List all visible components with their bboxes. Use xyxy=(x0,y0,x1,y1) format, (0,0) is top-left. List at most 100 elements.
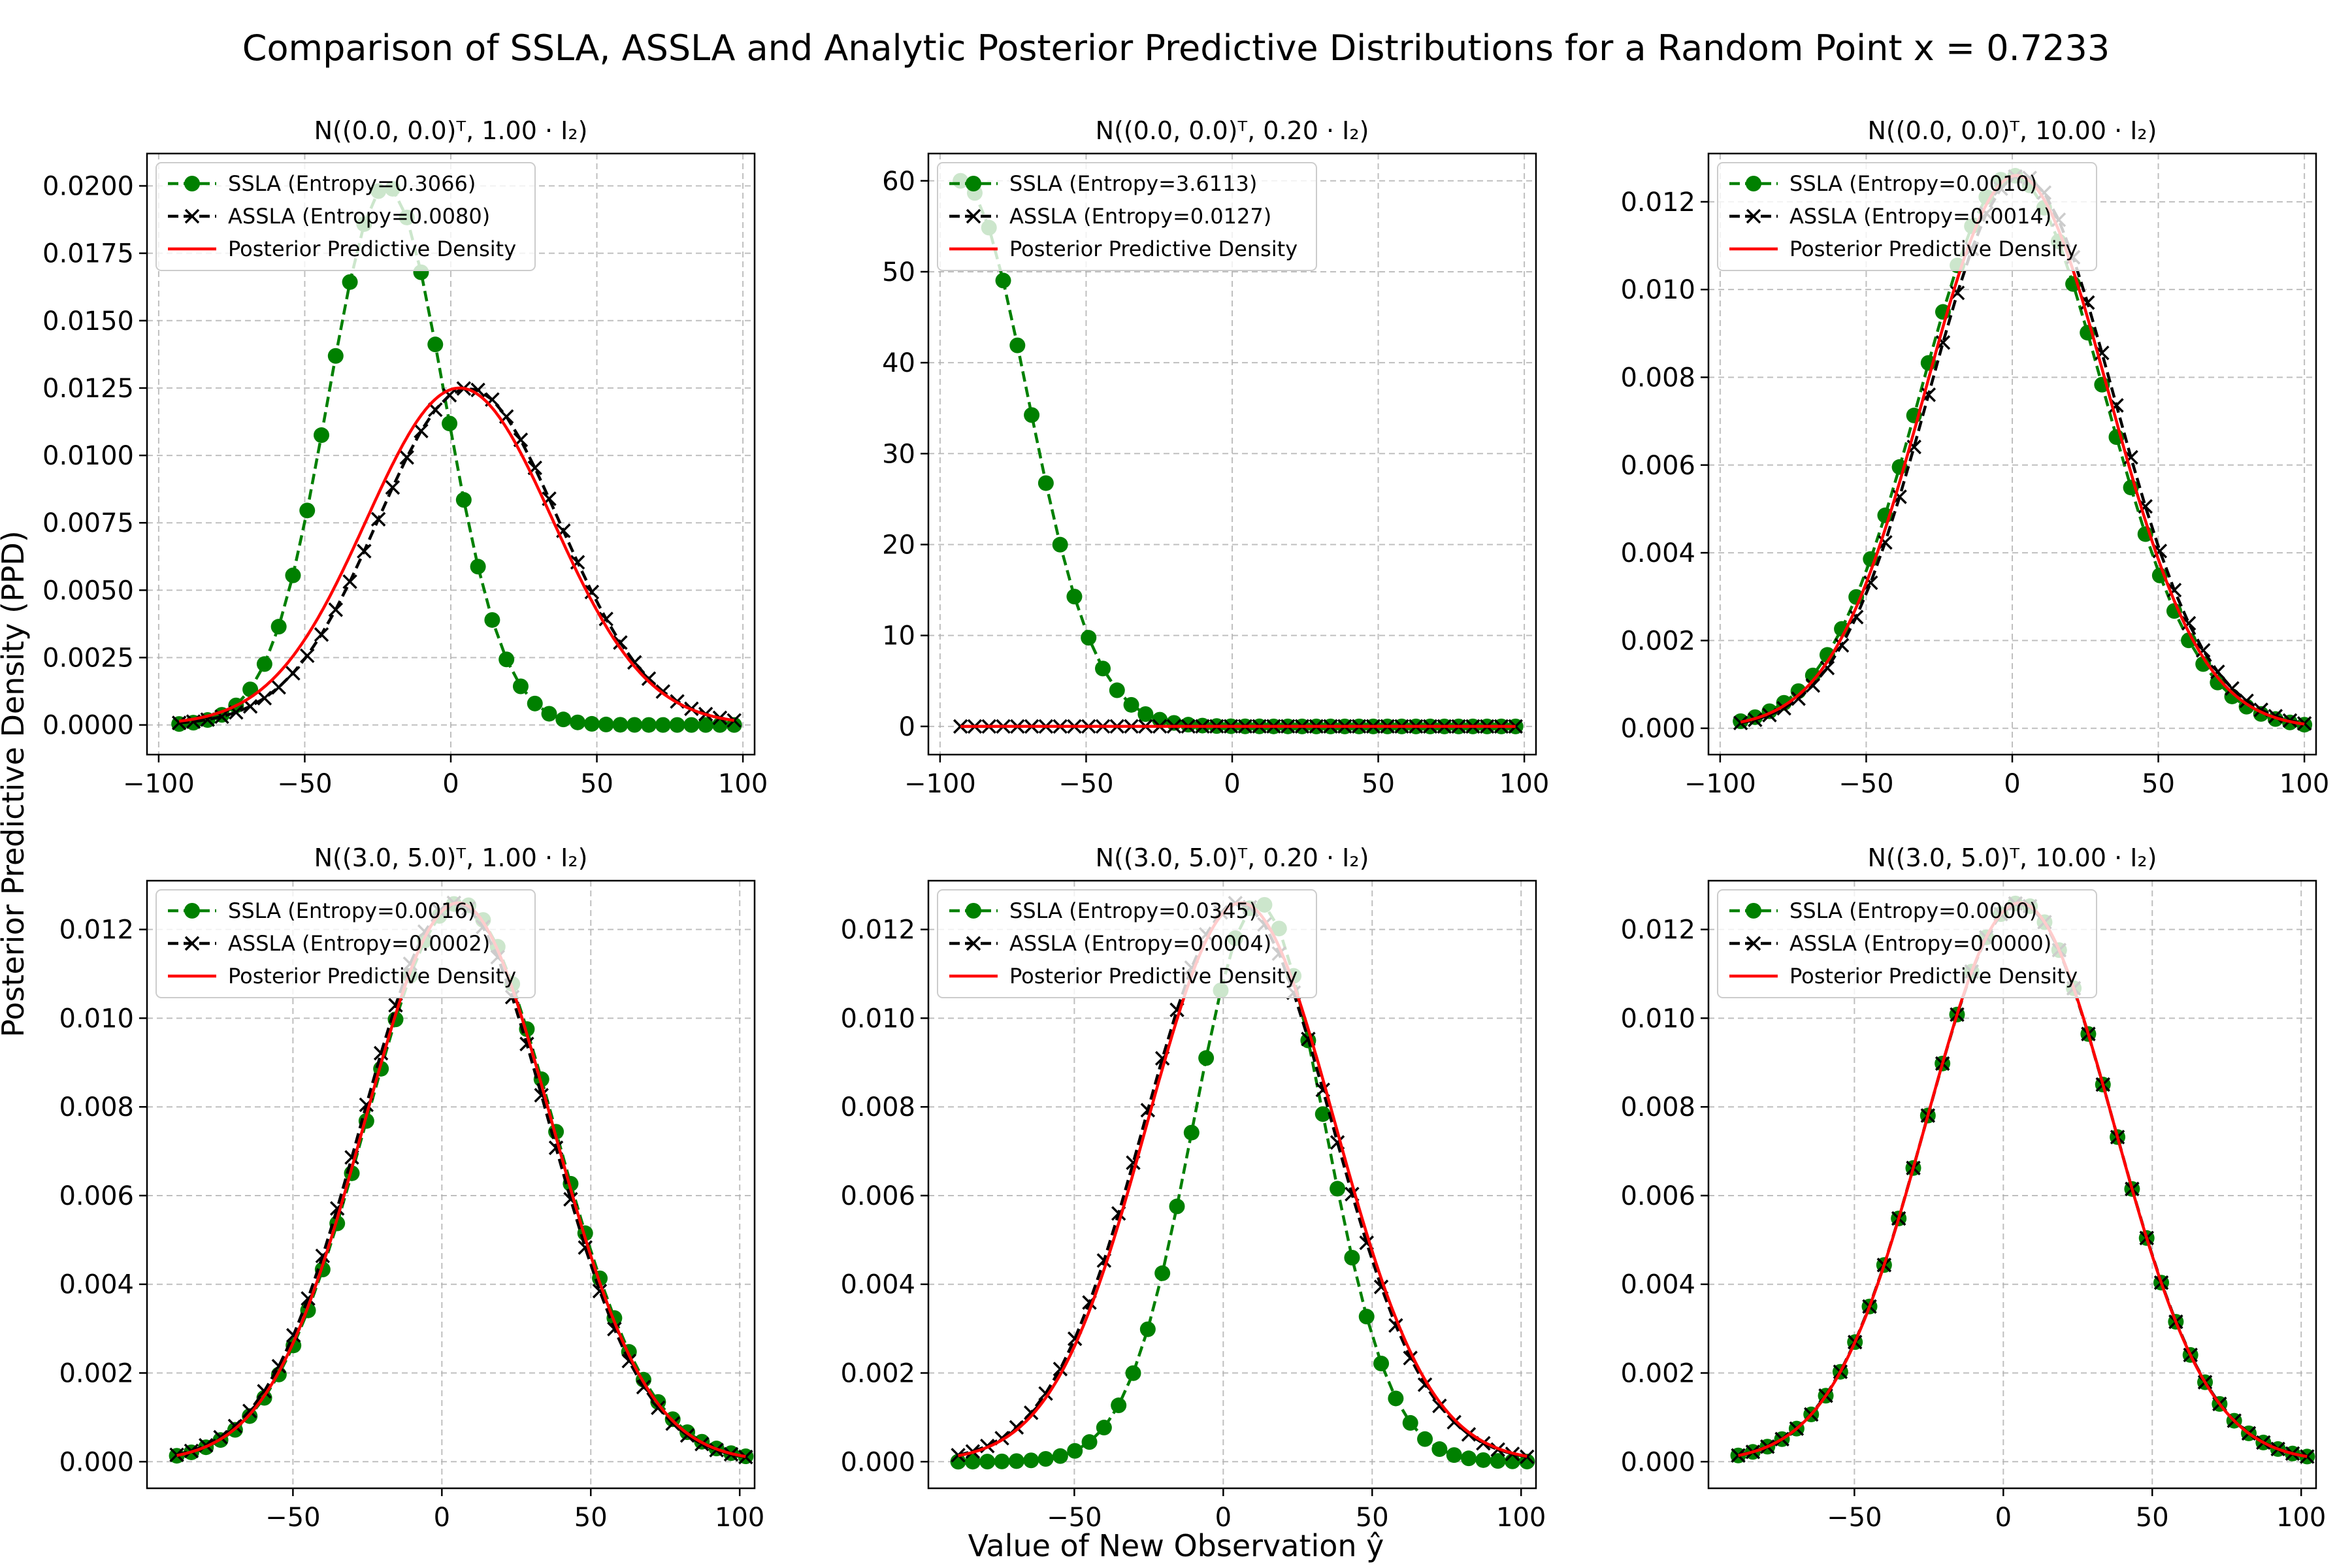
x-tick-label: −50 xyxy=(1047,1503,1102,1533)
ssla-point xyxy=(314,427,330,444)
assla-point xyxy=(598,612,613,627)
legend-marker-ssla xyxy=(1746,176,1761,191)
ssla-point xyxy=(1024,407,1040,423)
assla-point xyxy=(1848,610,1864,625)
y-tick-label: 30 xyxy=(882,439,915,469)
assla-point xyxy=(342,574,357,589)
ssla-point xyxy=(1023,1452,1039,1469)
y-tick-label: 0.006 xyxy=(59,1181,134,1211)
ssla-point xyxy=(484,612,500,628)
assla-point xyxy=(641,671,657,687)
x-tick-label: 0 xyxy=(2004,769,2020,799)
ssla-point xyxy=(455,492,472,508)
legend-marker-ssla xyxy=(966,903,981,919)
assla-point xyxy=(1520,1449,1535,1465)
legend-marker-assla xyxy=(966,936,981,951)
legend: SSLA (Entropy=0.0010) ASSLA (Entropy=0.00… xyxy=(1717,162,2097,271)
ssla-point xyxy=(627,717,643,733)
assla-point xyxy=(385,480,400,495)
y-tick-label: 0.0025 xyxy=(42,643,134,673)
legend: SSLA (Entropy=0.0016) ASSLA (Entropy=0.00… xyxy=(155,889,536,998)
ssla-point xyxy=(655,717,671,733)
ssla-point xyxy=(1475,1452,1492,1468)
y-tick-label: 0.010 xyxy=(1620,1004,1695,1034)
assla-point xyxy=(1805,678,1821,693)
subplot-title: N((0.0, 0.0)ᵀ, 1.00 · I₂) xyxy=(314,116,588,145)
legend-marker-ssla xyxy=(184,176,200,191)
y-tick-label: 0.000 xyxy=(1620,1447,1695,1477)
ssla-point xyxy=(1519,1454,1535,1470)
y-tick-label: 0.012 xyxy=(1620,915,1695,945)
assla-point xyxy=(1863,575,1878,591)
x-tick-label: −50 xyxy=(1827,1503,1882,1533)
ssla-point xyxy=(1358,1309,1375,1325)
ssla-point xyxy=(612,717,629,733)
assla-point xyxy=(1432,1398,1447,1414)
y-tick-label: 0.008 xyxy=(1620,363,1695,393)
y-tick-label: 0.002 xyxy=(840,1359,915,1389)
y-tick-label: 0.008 xyxy=(840,1092,915,1122)
assla-point xyxy=(242,698,258,714)
legend-marker-ssla xyxy=(1746,903,1761,919)
ssla-point xyxy=(598,716,614,732)
subplot-title: N((3.0, 5.0)ᵀ, 1.00 · I₂) xyxy=(314,843,588,872)
ssla-point xyxy=(994,1453,1010,1469)
ssla-point xyxy=(669,717,685,733)
subplot-title: N((3.0, 5.0)ᵀ, 0.20 · I₂) xyxy=(1096,843,1369,872)
x-tick-label: 0 xyxy=(1224,769,1240,799)
assla-point xyxy=(242,1403,257,1418)
subplot-title: N((3.0, 5.0)ᵀ, 10.00 · I₂) xyxy=(1868,843,2157,872)
y-tick-label: 0.0125 xyxy=(42,374,134,404)
assla-point xyxy=(399,449,414,465)
x-tick-label: −50 xyxy=(1838,769,1893,799)
y-tick-label: 0.012 xyxy=(1620,188,1695,218)
ssla-point xyxy=(1139,1321,1156,1337)
x-tick-label: 0 xyxy=(1995,1503,2012,1533)
assla-point xyxy=(470,382,485,398)
ppd-curve xyxy=(178,386,735,723)
legend-label: ASSLA (Entropy=0.0000) xyxy=(1789,931,2051,956)
ssla-point xyxy=(1009,337,1026,353)
assla-point xyxy=(1731,1448,1746,1463)
assla-point xyxy=(1820,661,1835,676)
ssla-point xyxy=(1330,1181,1346,1197)
ssla-point xyxy=(256,656,272,672)
y-tick-label: 50 xyxy=(882,257,915,287)
ssla-point xyxy=(1315,1106,1331,1122)
axes-frame xyxy=(146,152,756,756)
y-tick-label: 0.002 xyxy=(1620,626,1695,656)
y-axis-label: Posterior Predictive Density (PPD) xyxy=(0,531,31,1037)
y-tick-label: 0 xyxy=(899,712,915,742)
assla-point xyxy=(953,719,968,734)
ssla-point xyxy=(527,695,543,711)
assla-point xyxy=(627,655,642,670)
ssla-point xyxy=(641,717,657,733)
legend: SSLA (Entropy=0.0000) ASSLA (Entropy=0.00… xyxy=(1717,889,2097,998)
subplot-5: N((3.0, 5.0)ᵀ, 0.20 · I₂) −50 0 50 100 0.000 0… xyxy=(840,843,1546,1533)
ssla-point xyxy=(1109,682,1125,698)
ssla-point xyxy=(1081,630,1097,646)
ssla-point xyxy=(270,619,287,635)
x-tick-label: 100 xyxy=(1499,769,1549,799)
y-tick-label: 0.002 xyxy=(1620,1359,1695,1389)
y-tick-label: 0.008 xyxy=(59,1092,134,1122)
plot-area xyxy=(953,172,1524,734)
ssla-point xyxy=(498,651,515,668)
legend-label: ASSLA (Entropy=0.0002) xyxy=(228,931,490,956)
x-tick-label: −50 xyxy=(265,1503,320,1533)
subplot-2: N((0.0, 0.0)ᵀ, 0.20 · I₂) −100 −50 0 50 100 0 1… xyxy=(882,116,1549,799)
axes-frame xyxy=(146,879,756,1490)
assla-point xyxy=(299,648,315,663)
legend-marker-ssla xyxy=(184,903,200,919)
assla-point xyxy=(271,679,286,695)
ssla-point xyxy=(979,1454,996,1470)
x-tick-label: −50 xyxy=(1058,769,1113,799)
axes-frame xyxy=(927,152,1537,756)
assla-point xyxy=(665,1416,680,1431)
ssla-point xyxy=(1037,475,1054,491)
ssla-point xyxy=(1123,696,1139,713)
y-tick-label: 0.000 xyxy=(59,1447,134,1477)
assla-point xyxy=(2225,681,2240,696)
ssla-point xyxy=(583,715,600,732)
